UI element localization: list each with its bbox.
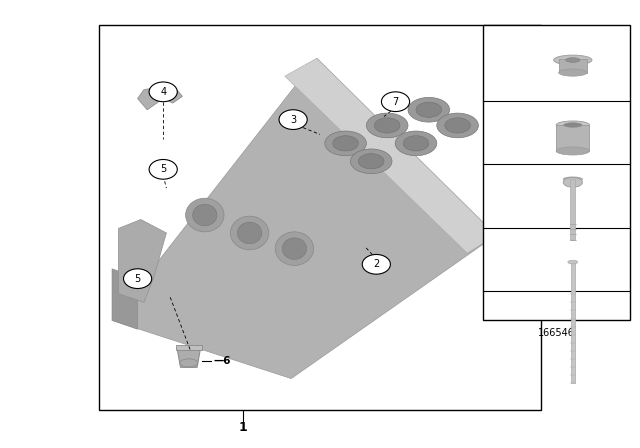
Ellipse shape <box>193 204 217 226</box>
Polygon shape <box>112 269 138 329</box>
Ellipse shape <box>396 131 437 155</box>
Ellipse shape <box>408 97 450 122</box>
Text: 7: 7 <box>392 97 399 107</box>
Ellipse shape <box>333 136 358 151</box>
Polygon shape <box>285 58 496 253</box>
Bar <box>570 179 575 240</box>
Bar <box>556 125 589 151</box>
Ellipse shape <box>563 177 582 187</box>
Ellipse shape <box>237 222 262 244</box>
Text: 2: 2 <box>373 259 380 269</box>
Ellipse shape <box>566 58 580 62</box>
Ellipse shape <box>556 121 589 129</box>
Ellipse shape <box>436 113 479 138</box>
Ellipse shape <box>554 55 592 65</box>
Bar <box>559 59 587 73</box>
Circle shape <box>362 254 390 274</box>
Ellipse shape <box>180 359 198 367</box>
Text: 7: 7 <box>491 55 499 69</box>
Text: 1: 1 <box>239 421 248 435</box>
Text: 4: 4 <box>491 190 499 203</box>
Circle shape <box>149 159 177 179</box>
Ellipse shape <box>416 102 442 117</box>
Text: 5: 5 <box>491 125 499 139</box>
Polygon shape <box>118 220 166 302</box>
Text: 3: 3 <box>290 115 296 125</box>
Ellipse shape <box>556 147 589 155</box>
Polygon shape <box>112 58 496 379</box>
Text: 5: 5 <box>134 274 141 284</box>
Text: 2: 2 <box>491 296 499 309</box>
Ellipse shape <box>374 118 400 133</box>
Ellipse shape <box>564 123 582 127</box>
Ellipse shape <box>403 136 429 151</box>
Ellipse shape <box>351 149 392 173</box>
Polygon shape <box>138 85 182 110</box>
Ellipse shape <box>559 69 587 76</box>
Polygon shape <box>177 349 200 367</box>
Ellipse shape <box>282 238 307 259</box>
Bar <box>571 262 575 383</box>
Ellipse shape <box>230 216 269 250</box>
Ellipse shape <box>358 154 384 169</box>
Text: 3: 3 <box>491 251 499 264</box>
Text: 5: 5 <box>160 164 166 174</box>
Ellipse shape <box>186 198 224 232</box>
Text: —6: —6 <box>213 356 230 366</box>
Ellipse shape <box>325 131 367 155</box>
Ellipse shape <box>563 177 582 181</box>
Ellipse shape <box>366 113 408 138</box>
Ellipse shape <box>568 260 578 264</box>
Circle shape <box>381 92 410 112</box>
Text: 166546: 166546 <box>538 328 575 338</box>
Circle shape <box>279 110 307 129</box>
Circle shape <box>149 82 177 102</box>
Bar <box>483 25 630 320</box>
Text: 4: 4 <box>160 87 166 97</box>
Bar <box>99 25 541 410</box>
Ellipse shape <box>275 232 314 265</box>
Circle shape <box>124 269 152 289</box>
Ellipse shape <box>445 118 470 133</box>
Bar <box>176 345 202 350</box>
